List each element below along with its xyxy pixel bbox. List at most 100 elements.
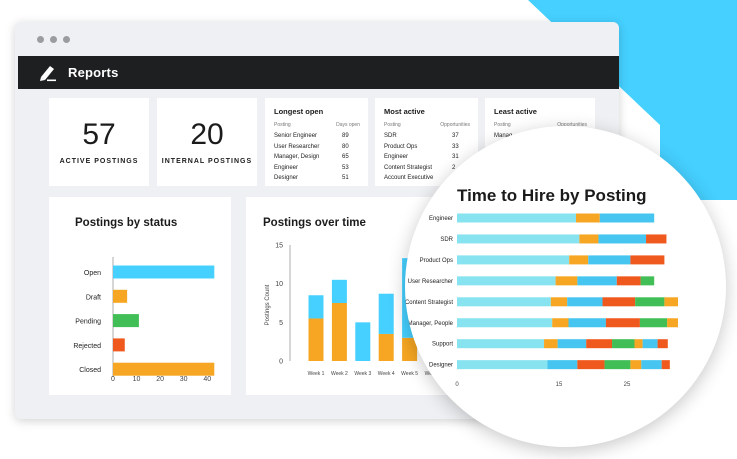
hire-bar-segment: [599, 213, 655, 223]
hire-bar-segment: [457, 297, 551, 307]
row-value: 51: [342, 175, 349, 181]
stacked-bar-segment: [355, 322, 371, 361]
list-row[interactable]: Product Ops 33: [384, 144, 470, 155]
category-label: Manager, People: [408, 321, 454, 327]
stat-label: INTERNAL POSTINGS: [161, 158, 253, 165]
hire-bar-segment: [667, 318, 678, 328]
hire-bar-segment: [630, 255, 665, 265]
list-row[interactable]: Engineer 53: [274, 165, 360, 176]
hire-bar-segment: [586, 339, 613, 349]
status-bar: [113, 289, 128, 303]
y-tick-label: 15: [275, 243, 283, 250]
x-tick-label: 0: [455, 382, 459, 388]
row-value: 53: [342, 164, 349, 171]
hire-bar-segment: [576, 213, 600, 223]
row-value: 31: [452, 154, 459, 160]
x-tick-label: Week 2: [331, 371, 348, 377]
hire-bar-segment: [577, 360, 605, 370]
hire-bar-segment: [641, 360, 662, 370]
hire-bar-segment: [642, 339, 658, 349]
y-axis-label: Postings Count: [265, 284, 271, 325]
row-value: 33: [452, 143, 459, 150]
hire-bar-segment: [552, 318, 569, 328]
stat-value: 57: [82, 118, 116, 151]
y-tick-label: 0: [279, 359, 283, 366]
list-row[interactable]: Senior Engineer 89: [274, 133, 360, 144]
hire-bar-segment: [579, 234, 599, 244]
status-bar-chart: Open Draft Pending Rejected Closed 0 10 20 30 40: [73, 257, 215, 383]
category-label: Support: [432, 342, 453, 348]
hire-bar-segment: [550, 297, 568, 307]
window-dot[interactable]: [63, 36, 70, 43]
column-header: Opportunities: [557, 122, 587, 128]
hire-bar-segment: [634, 339, 643, 349]
row-value: 80: [342, 143, 349, 150]
panel-title: Postings over time: [263, 217, 366, 229]
x-tick-label: Week 4: [378, 371, 395, 377]
row-name: Content Strategist: [384, 164, 433, 171]
list-row[interactable]: Engineer 31: [384, 154, 470, 165]
hire-bar-segment: [457, 276, 556, 286]
list-header: Posting Opportunities: [494, 122, 587, 128]
stacked-bar-segment: [331, 279, 347, 303]
card-title: Most active: [384, 107, 425, 116]
window-controls: [37, 36, 70, 43]
status-bar: [113, 314, 139, 328]
list-row[interactable]: SDR 37: [384, 133, 470, 144]
x-tick-label: 25: [624, 382, 631, 388]
hire-bar-segment: [555, 276, 578, 286]
list-header: Posting Opportunities: [384, 122, 470, 128]
row-name: Product Ops: [384, 143, 418, 150]
hire-bar-segment: [605, 318, 640, 328]
window-dot[interactable]: [37, 36, 44, 43]
status-bar: [113, 265, 215, 279]
hire-bar-segment: [544, 339, 558, 349]
row-name: Manag: [494, 133, 513, 139]
list-row[interactable]: User Researcher 80: [274, 144, 360, 155]
stat-card-internal-postings[interactable]: 20 INTERNAL POSTINGS: [157, 98, 257, 186]
x-tick-label: Week 5: [401, 371, 418, 377]
stat-card-active-postings[interactable]: 57 ACTIVE POSTINGS: [49, 98, 149, 186]
y-tick-label: 5: [279, 320, 283, 327]
stat-value: 20: [190, 118, 224, 151]
panel-title: Postings by status: [75, 217, 178, 229]
list-row[interactable]: Manager, Design 65: [274, 154, 360, 165]
row-name: Engineer: [384, 154, 409, 160]
hire-bar-segment: [547, 360, 578, 370]
row-name: Account Executive: [384, 175, 434, 181]
row-name: Engineer: [274, 164, 299, 171]
x-tick-label: 15: [556, 382, 563, 388]
list-row[interactable]: Designer 51: [274, 175, 360, 186]
row-value: 89: [342, 133, 349, 139]
category-label: Pending: [75, 319, 101, 326]
hire-bar-segment: [457, 360, 548, 370]
row-value: 2: [452, 164, 456, 171]
stacked-bar-segment: [378, 333, 394, 361]
list-row[interactable]: Manag: [494, 133, 587, 144]
hire-bar-segment: [646, 234, 667, 244]
hire-bar-segment: [639, 318, 668, 328]
column-header: Days open: [336, 122, 360, 128]
stacked-bar-segment: [378, 293, 394, 334]
panel-postings-by-status: Postings by status Open Draft Pending Rejec…: [49, 197, 231, 395]
list-row[interactable]: Content Strategist 2: [384, 165, 470, 176]
stacked-bar-segment: [402, 337, 418, 361]
window-dot[interactable]: [50, 36, 57, 43]
hire-bar-segment: [588, 255, 631, 265]
status-bar: [113, 338, 125, 352]
chart-title: Time to Hire by Posting: [457, 186, 647, 205]
card-longest-open: Longest open Posting Days open Senior En…: [265, 98, 368, 186]
y-tick-label: 10: [275, 281, 283, 288]
x-tick-label: Week 3: [354, 371, 371, 377]
hire-bar-segment: [557, 339, 587, 349]
category-label: Rejected: [73, 343, 101, 350]
hire-bar-segment: [604, 360, 631, 370]
card-title: Longest open: [274, 107, 324, 116]
row-name: Manager, Design: [274, 154, 320, 160]
hire-bar-segment: [569, 255, 589, 265]
list-row[interactable]: Account Executive: [384, 175, 470, 186]
hire-bar-segment: [630, 360, 642, 370]
zoom-lens-time-to-hire: Time to Hire by Posting Engineer SDR Produ…: [405, 126, 726, 447]
hire-bar-segment: [612, 339, 635, 349]
